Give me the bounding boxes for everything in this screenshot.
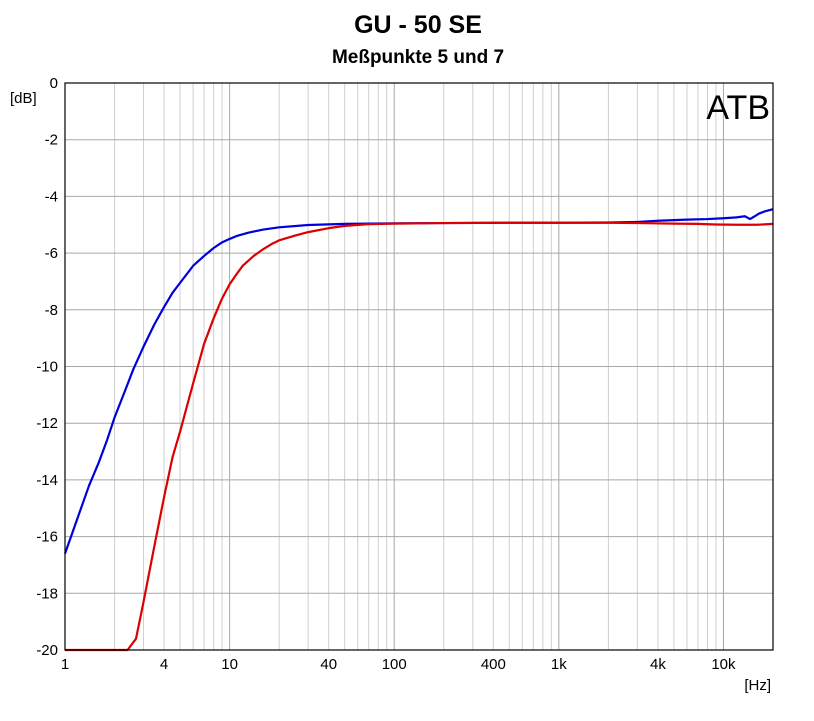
series-line-2 (65, 221, 774, 652)
y-tick-label: -20 (36, 642, 58, 659)
x-tick-label: 100 (382, 656, 407, 673)
x-tick-label: 4 (160, 656, 168, 673)
x-tick-labels: 1 4 10 40 100 400 1k 4k 10k (61, 656, 736, 673)
y-axis-unit-label: [dB] (10, 90, 37, 107)
x-axis-unit-label: [Hz] (744, 677, 771, 694)
y-tick-labels: 0 -2 -4 -6 -8 -10 -12 -14 -16 -18 -20 (36, 75, 58, 659)
chart-title: GU - 50 SE (354, 11, 482, 39)
x-tick-label: 1 (61, 656, 69, 673)
x-tick-label: 400 (481, 656, 506, 673)
y-tick-label: -18 (36, 585, 58, 602)
x-tick-label: 10 (221, 656, 238, 673)
x-tick-label: 10k (711, 656, 736, 673)
y-tick-label: 0 (50, 75, 58, 92)
y-tick-label: -12 (36, 415, 58, 432)
x-tick-label: 4k (650, 656, 666, 673)
y-tick-label: -14 (36, 472, 58, 489)
chart-subtitle: Meßpunkte 5 und 7 (332, 47, 504, 68)
watermark-label: ATB (706, 89, 770, 127)
y-tick-label: -2 (45, 132, 58, 149)
series-line-1 (63, 208, 774, 554)
x-tick-label: 1k (551, 656, 567, 673)
y-tick-label: -4 (45, 188, 58, 205)
y-tick-label: -6 (45, 245, 58, 262)
x-tick-label: 40 (320, 656, 337, 673)
plot-frame (64, 82, 774, 651)
grid-lines (65, 83, 773, 650)
y-tick-label: -10 (36, 359, 58, 376)
series-lines (63, 208, 774, 652)
y-tick-label: -16 (36, 529, 58, 546)
y-tick-label: -8 (45, 302, 58, 319)
